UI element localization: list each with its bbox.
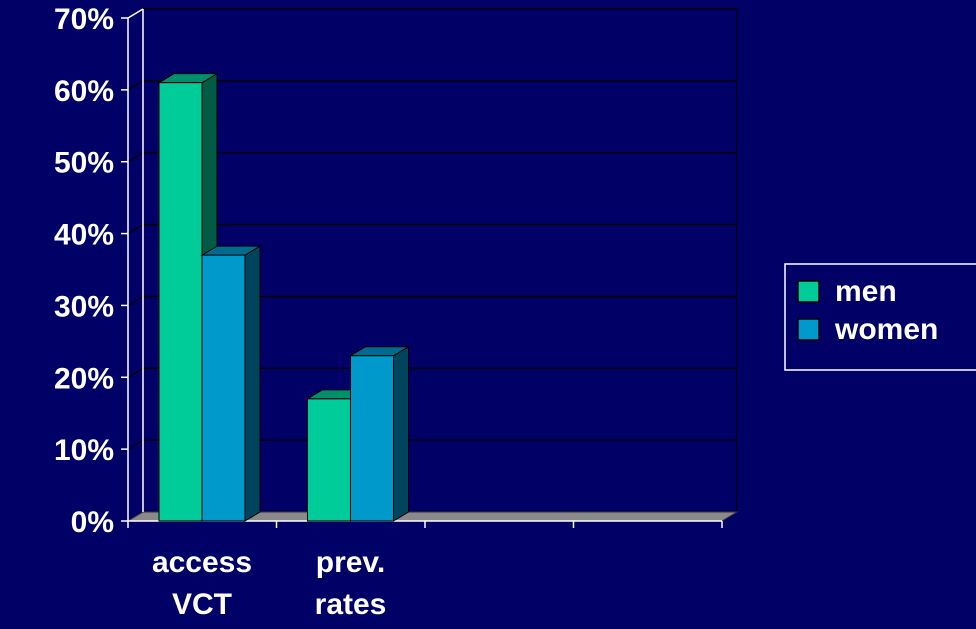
bar-women	[348, 345, 411, 522]
y-tick-label: 70%	[54, 3, 114, 36]
bars	[157, 72, 411, 522]
y-tick-labels: 0% 10% 20% 30% 40% 50% 60% 70%	[54, 3, 114, 539]
y-gridline-side	[127, 152, 144, 163]
x-category-labels: access VCT prev. rates	[152, 546, 386, 621]
y-gridline-side	[127, 80, 144, 91]
legend-label: men	[835, 275, 897, 308]
legend: men women	[784, 263, 976, 371]
bar-side	[393, 345, 409, 522]
y-tick-label: 60%	[54, 75, 114, 108]
legend-swatch	[797, 318, 820, 341]
x-category-label: access VCT	[152, 546, 252, 621]
y-axis-top	[127, 8, 144, 19]
y-tick-label: 40%	[54, 219, 114, 252]
y-tick-label: 50%	[54, 147, 114, 180]
y-gridline-side	[127, 367, 144, 378]
bar-front	[201, 254, 246, 522]
y-tick-label: 10%	[54, 434, 114, 467]
legend-box	[784, 263, 976, 371]
bar-front	[307, 398, 351, 522]
y-gridline-side	[127, 439, 144, 450]
y-gridline-side	[127, 224, 144, 235]
y-tick-label: 0%	[71, 506, 114, 539]
y-tick-label: 30%	[54, 290, 114, 323]
legend-swatch	[797, 280, 820, 303]
bar-front	[350, 355, 394, 522]
bar-side	[244, 245, 261, 522]
y-gridline-side	[127, 295, 144, 306]
legend-label: women	[834, 313, 938, 346]
bar-women	[200, 245, 262, 522]
x-category-label: prev. rates	[315, 546, 387, 621]
y-tick-label: 20%	[54, 362, 114, 395]
bar-front	[158, 82, 203, 522]
